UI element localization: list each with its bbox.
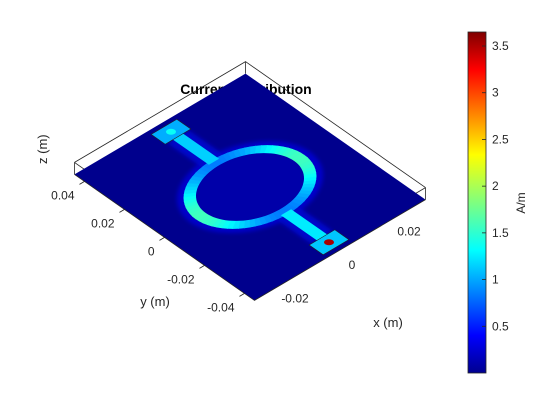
- colorbar-tick-label: 1: [492, 273, 499, 287]
- feed-line: [280, 209, 328, 241]
- ring-segment: [243, 219, 251, 229]
- y-tick-label: 0.02: [91, 216, 115, 230]
- feed-hotspot: [166, 128, 176, 135]
- colorbar-tick-label: 0.5: [492, 319, 509, 333]
- ring-segment: [300, 186, 315, 191]
- y-tick-label: 0: [148, 244, 155, 258]
- y-tick-mark: [119, 209, 125, 213]
- y-tick-label: 0.04: [51, 188, 75, 202]
- heatmap-surface: [74, 73, 426, 301]
- ring-segment: [249, 145, 257, 155]
- box-bottom-edge: [74, 174, 426, 301]
- colorbar-tick-label: 3.5: [492, 39, 509, 53]
- y-axis-label: y (m): [140, 294, 170, 309]
- x-tick-label: -0.02: [281, 292, 309, 306]
- y-tick-mark: [79, 181, 85, 185]
- current-layer: [150, 118, 350, 256]
- colorbar: 0.5 1 1.5 2 2.5 3 3.5 A/m: [467, 31, 528, 374]
- colorbar-tick-label: 2: [492, 179, 499, 193]
- y-tick-mark: [199, 265, 205, 269]
- colorbar-ramp: [467, 31, 487, 374]
- z-axis-label: z (m): [35, 134, 50, 164]
- ring-hole: [196, 153, 304, 221]
- x-tick-label: 0.02: [397, 224, 421, 238]
- colorbar-label: A/m: [514, 192, 528, 213]
- y-tick-mark: [239, 293, 245, 297]
- colorbar-tick-label: 2.5: [492, 132, 509, 146]
- y-tick-mark: [159, 237, 165, 241]
- feed-line: [172, 133, 220, 165]
- y-tick-label: -0.02: [167, 272, 195, 286]
- feed-hotspot: [324, 239, 334, 246]
- axes-box-front: [74, 174, 426, 301]
- y-tick-label: -0.04: [207, 300, 235, 314]
- x-axis: -0.02 0 0.02: [281, 224, 421, 306]
- ring-segment: [185, 183, 200, 188]
- x-tick-label: 0: [349, 258, 356, 272]
- colorbar-tick-label: 1.5: [492, 226, 509, 240]
- colorbar-tick-label: 3: [492, 86, 499, 100]
- colorbar-ticks: 0.5 1 1.5 2 2.5 3 3.5: [482, 39, 509, 333]
- y-axis: -0.04 -0.02 0 0.02 0.04: [51, 181, 245, 314]
- x-axis-label: x (m): [373, 315, 403, 330]
